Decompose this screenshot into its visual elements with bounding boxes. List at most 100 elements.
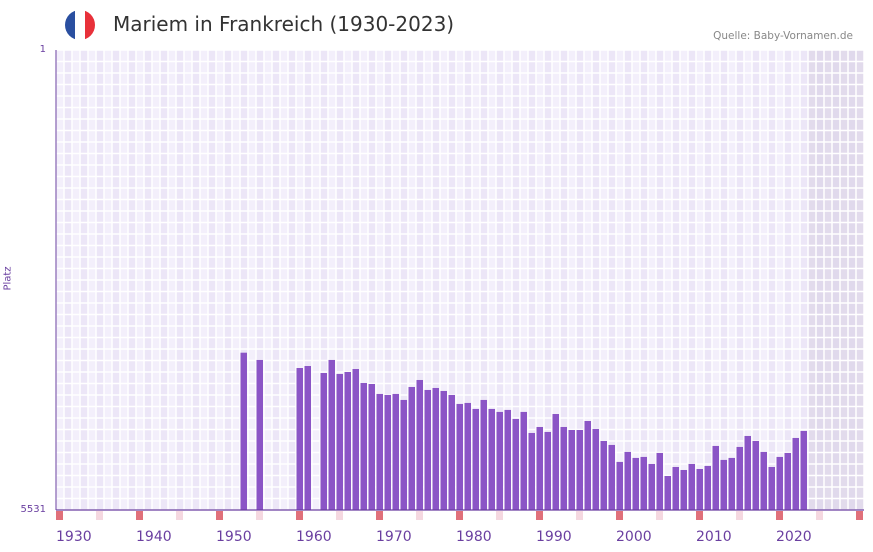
bar-2000 [632, 457, 639, 510]
y-tick-top: 1 [39, 44, 46, 55]
bar-1962 [328, 359, 335, 510]
bar-1997 [608, 444, 615, 510]
bar-2010 [712, 445, 719, 510]
x-tick-label: 1960 [296, 529, 332, 545]
bar-1985 [512, 418, 519, 510]
bar-2002 [648, 463, 655, 510]
bar-1983 [496, 411, 503, 510]
bar-1990 [552, 414, 559, 510]
bar-2011 [720, 459, 727, 510]
bar-1951 [240, 352, 247, 510]
bar-1977 [448, 394, 455, 510]
bar-2018 [776, 456, 783, 510]
bar-1981 [480, 399, 487, 510]
decade-marker [296, 511, 303, 520]
decade-marker [536, 511, 543, 520]
bar-1961 [320, 372, 327, 510]
half-decade-marker [816, 511, 823, 520]
decade-marker [456, 511, 463, 520]
bar-2005 [672, 466, 679, 510]
bar-2008 [696, 468, 703, 510]
decade-marker [856, 511, 863, 520]
y-tick-bottom: 5531 [20, 504, 46, 515]
bar-1995 [592, 428, 599, 510]
bar-2006 [680, 469, 687, 510]
source-label: Quelle: Baby-Vornamen.de [713, 30, 853, 42]
half-decade-marker [256, 511, 263, 520]
bar-2003 [656, 452, 663, 510]
bar-1988 [536, 426, 543, 510]
bar-1974 [424, 389, 431, 510]
bar-1993 [576, 429, 583, 510]
bar-1979 [464, 402, 471, 510]
bar-2013 [736, 446, 743, 510]
x-tick-label: 2010 [696, 529, 732, 545]
bar-1964 [344, 372, 351, 510]
x-tick-label: 2020 [776, 529, 812, 545]
half-decade-marker [736, 511, 743, 520]
bar-2012 [728, 457, 735, 510]
half-decade-marker [96, 511, 103, 520]
half-decade-marker [576, 511, 583, 520]
bar-2009 [704, 465, 711, 510]
bar-1967 [368, 383, 375, 510]
bar-1958 [296, 368, 303, 510]
bar-1973 [416, 379, 423, 510]
decade-marker [136, 511, 143, 520]
chart-title: Mariem in Frankreich (1930-2023) [113, 12, 455, 36]
bar-2016 [760, 451, 767, 510]
x-tick-label: 1950 [216, 529, 252, 545]
bar-1971 [400, 399, 407, 510]
bar-1994 [584, 420, 591, 510]
x-tick-label: 1990 [536, 529, 572, 545]
bar-2017 [768, 466, 775, 510]
bar-2014 [744, 435, 751, 510]
bar-2007 [688, 463, 695, 510]
bar-1966 [360, 382, 367, 510]
bar-1969 [384, 394, 391, 510]
x-tick-label: 1970 [376, 529, 412, 545]
decade-marker [376, 511, 383, 520]
bar-1999 [624, 451, 631, 510]
bar-1963 [336, 373, 343, 510]
bar-1953 [256, 359, 263, 510]
bar-1972 [408, 386, 415, 510]
bar-1968 [376, 393, 383, 510]
bar-1984 [504, 409, 511, 510]
decade-marker [776, 511, 783, 520]
bar-2020 [792, 437, 799, 510]
bar-1976 [440, 390, 447, 510]
bar-1991 [560, 426, 567, 510]
bar-2004 [664, 475, 671, 510]
france-flag-icon [65, 10, 95, 40]
decade-marker [56, 511, 63, 520]
bar-1978 [456, 403, 463, 510]
x-tick-label: 2000 [616, 529, 652, 545]
decade-marker [696, 511, 703, 520]
bar-1980 [472, 408, 479, 510]
bar-1965 [352, 369, 359, 510]
x-tick-label: 1940 [136, 529, 172, 545]
bar-1986 [520, 411, 527, 510]
bar-1998 [616, 461, 623, 510]
bar-1959 [304, 366, 311, 510]
bar-1987 [528, 432, 535, 510]
x-tick-label: 1930 [56, 529, 92, 545]
half-decade-marker [336, 511, 343, 520]
bar-2021 [800, 430, 807, 510]
bar-1989 [544, 431, 551, 510]
half-decade-marker [176, 511, 183, 520]
x-tick-label: 1980 [456, 529, 492, 545]
bar-1970 [392, 393, 399, 510]
bar-1982 [488, 408, 495, 510]
half-decade-marker [496, 511, 503, 520]
half-decade-marker [416, 511, 423, 520]
bar-1975 [432, 387, 439, 510]
bar-2001 [640, 456, 647, 510]
decade-marker [616, 511, 623, 520]
bar-1992 [568, 429, 575, 510]
bar-2015 [752, 440, 759, 510]
bar-2019 [784, 452, 791, 510]
